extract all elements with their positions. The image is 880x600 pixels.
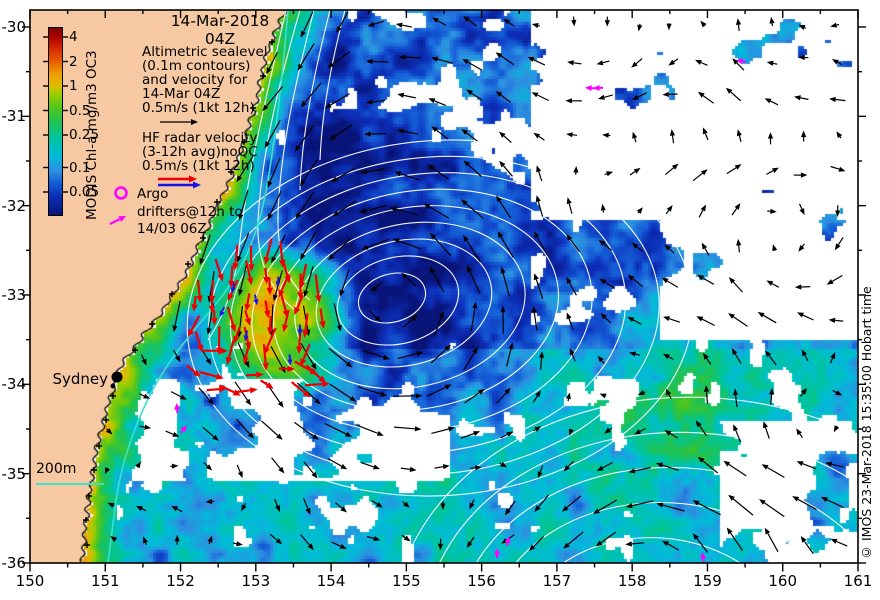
isobath-200m-label: 200m — [36, 461, 77, 477]
y-axis-tick-label: -32 — [1, 196, 27, 215]
legend-hf-radar-line: (3-12h avg)noQC — [142, 144, 258, 160]
map-title-date: 14-Mar-2018 — [170, 12, 270, 30]
x-axis-tick-label: 150 — [15, 572, 45, 590]
colorbar-tick: 4 — [69, 29, 78, 45]
colorbar-tick: 0.05 — [69, 184, 100, 200]
y-axis-tick-label: -36 — [1, 553, 27, 572]
legend-drifter-line: drifters@12h to — [137, 204, 243, 220]
y-axis-tick-label: -35 — [1, 464, 27, 483]
x-axis-tick-label: 159 — [693, 572, 722, 590]
colorbar-tick: 0.5 — [69, 102, 91, 119]
y-axis-tick-label: -34 — [1, 375, 27, 394]
y-axis-tick-label: -33 — [1, 285, 27, 304]
legend-altimetry-line: 0.5m/s (1kt 12h) — [142, 100, 255, 116]
x-axis-tick-label: 158 — [617, 572, 647, 590]
x-axis-tick-label: 160 — [768, 572, 798, 590]
colorbar-axis-label: MODIS Chl-a mg/m3 OC3 — [84, 50, 100, 220]
city-label-sydney: Sydney — [52, 370, 108, 388]
copyright-watermark: © IMOS 23-Mar-2018 15:35:00 Hobart time — [859, 286, 874, 560]
legend-altimetry-line: 14-Mar 04Z — [142, 86, 221, 102]
legend-drifter-line: 14/03 06Z — [137, 221, 207, 237]
x-axis-tick-label: 161 — [843, 572, 873, 590]
legend-altimetry-line: and velocity for — [142, 72, 248, 88]
x-axis-tick-label: 152 — [166, 572, 195, 590]
legend-argo-label: Argo — [137, 186, 169, 202]
y-axis-tick-label: -30 — [1, 18, 27, 36]
x-axis-tick-label: 156 — [467, 572, 496, 590]
colorbar-tick: 2 — [69, 53, 78, 70]
colorbar-tick: 0.1 — [69, 159, 91, 176]
legend-altimetry-line: Altimetric sealevel — [142, 44, 268, 60]
x-axis-tick-label: 155 — [392, 572, 421, 590]
colorbar-tick: 0.25 — [69, 127, 100, 143]
colorbar-tick: 1 — [69, 78, 78, 94]
map-title-time: 04Z — [204, 30, 236, 48]
x-axis-tick-label: 157 — [542, 572, 572, 590]
legend-altimetry-line: (0.1m contours) — [142, 58, 251, 74]
chlorophyll-colorbar — [48, 27, 63, 216]
x-axis-tick-label: 153 — [241, 572, 271, 590]
x-axis-tick-label: 151 — [90, 572, 120, 590]
legend-hf-radar-line: HF radar velocity — [142, 130, 258, 146]
y-axis-tick-label: -31 — [1, 107, 27, 126]
x-axis-tick-label: 154 — [316, 572, 346, 590]
legend-hf-radar-line: 0.5m/s (1kt 12h) — [142, 158, 255, 174]
